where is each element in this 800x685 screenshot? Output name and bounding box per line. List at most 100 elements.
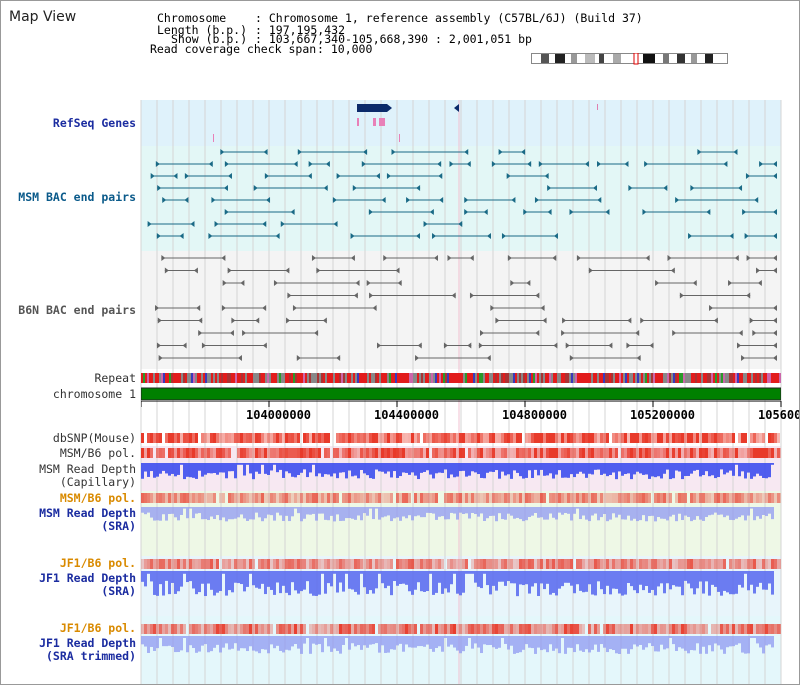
bac-pair[interactable] (316, 267, 400, 274)
bac-pair[interactable] (547, 185, 598, 191)
bac-pair[interactable] (198, 330, 234, 336)
bac-pair[interactable] (224, 161, 298, 167)
bac-pair[interactable] (749, 317, 777, 324)
bac-pair[interactable] (741, 355, 777, 361)
bac-pair[interactable] (675, 197, 759, 203)
bac-pair[interactable] (224, 209, 295, 215)
bac-pair[interactable] (383, 255, 438, 261)
bac-pair[interactable] (368, 209, 434, 215)
bac-pair[interactable] (588, 267, 675, 274)
bac-pair[interactable] (538, 161, 589, 167)
bac-pair[interactable] (697, 149, 738, 155)
bac-pair[interactable] (280, 221, 338, 227)
bac-pair[interactable] (737, 342, 777, 349)
bac-pair[interactable] (164, 267, 198, 274)
gene-feature[interactable] (357, 104, 387, 112)
bac-pair[interactable] (498, 149, 526, 155)
bac-pair[interactable] (655, 280, 697, 286)
repeat-track[interactable] (141, 373, 781, 383)
bac-pair[interactable] (308, 161, 330, 167)
bac-pair[interactable] (562, 317, 632, 324)
bac-pair[interactable] (447, 255, 474, 261)
bac-pair[interactable] (667, 255, 739, 261)
msm-bac-track[interactable] (141, 146, 781, 251)
bac-pair[interactable] (432, 233, 491, 239)
bac-pair[interactable] (369, 292, 456, 299)
bac-pair[interactable] (158, 355, 242, 361)
bac-pair[interactable] (222, 280, 245, 286)
bac-pair[interactable] (311, 255, 355, 261)
bac-pair[interactable] (478, 342, 558, 349)
bac-pair[interactable] (391, 149, 469, 155)
bac-pair[interactable] (628, 185, 668, 191)
bac-pair[interactable] (415, 355, 491, 361)
bac-pair[interactable] (214, 221, 267, 227)
bac-pair[interactable] (480, 330, 540, 336)
bac-pair[interactable] (366, 280, 402, 286)
bac-pair[interactable] (569, 355, 641, 361)
bac-pair[interactable] (576, 255, 650, 261)
bac-pair[interactable] (506, 173, 549, 179)
bac-pair[interactable] (534, 197, 602, 203)
bac-pair[interactable] (184, 173, 232, 179)
bac-pair[interactable] (626, 342, 654, 349)
b6n-bac-label[interactable]: B6N BAC end pairs (18, 303, 136, 317)
bac-pair[interactable] (501, 233, 558, 239)
bac-pair[interactable] (728, 280, 762, 286)
bac-pair[interactable] (406, 197, 444, 203)
bac-pair[interactable] (759, 161, 777, 167)
refseq-genes-label[interactable]: RefSeq Genes (52, 116, 136, 130)
bac-pair[interactable] (495, 317, 547, 324)
bac-pair[interactable] (162, 197, 189, 203)
bac-pair[interactable] (746, 255, 777, 261)
bac-pair[interactable] (336, 173, 380, 179)
bac-pair[interactable] (644, 161, 728, 167)
bac-pair[interactable] (688, 233, 734, 239)
chromosome-bar[interactable] (141, 387, 781, 401)
bac-pair[interactable] (756, 267, 777, 274)
refseq-genes-track[interactable] (141, 100, 781, 146)
bac-pair[interactable] (690, 185, 743, 191)
bac-pair[interactable] (220, 149, 268, 155)
bac-pair[interactable] (156, 342, 187, 349)
bac-pair[interactable] (201, 342, 267, 349)
bac-pair[interactable] (642, 209, 711, 215)
b6n-bac-track[interactable] (141, 251, 781, 369)
bac-pair[interactable] (231, 317, 260, 324)
bac-pair[interactable] (449, 161, 471, 167)
msm-bac-label[interactable]: MSM BAC end pairs (18, 190, 136, 204)
bac-pair[interactable] (208, 233, 280, 239)
bac-pair[interactable] (752, 330, 777, 336)
bac-pair[interactable] (561, 330, 640, 336)
bac-pair[interactable] (464, 209, 488, 215)
bac-pair[interactable] (640, 317, 718, 324)
bac-pair[interactable] (332, 197, 386, 203)
bac-pair[interactable] (157, 185, 228, 191)
bac-pair[interactable] (264, 173, 312, 179)
bac-pair[interactable] (361, 161, 442, 167)
bac-pair[interactable] (745, 173, 777, 179)
bac-pair[interactable] (491, 161, 532, 167)
bac-pair[interactable] (565, 342, 613, 349)
bac-pair[interactable] (350, 233, 421, 239)
bac-pair[interactable] (490, 305, 545, 311)
bac-pair[interactable] (423, 221, 463, 227)
bac-pair[interactable] (376, 342, 422, 349)
bac-pair[interactable] (287, 292, 358, 299)
bac-pair[interactable] (507, 255, 557, 261)
bac-pair[interactable] (273, 280, 360, 286)
snp-depth-tracks[interactable] (141, 431, 781, 684)
chromosome-ideogram[interactable] (531, 53, 729, 65)
bac-pair[interactable] (157, 317, 203, 324)
bac-pair[interactable] (443, 342, 472, 349)
bac-pair[interactable] (242, 330, 319, 336)
bac-pair[interactable] (597, 161, 629, 167)
bac-pair[interactable] (155, 305, 201, 311)
bac-pair[interactable] (253, 185, 328, 191)
bac-pair[interactable] (155, 161, 213, 167)
bac-pair[interactable] (297, 149, 368, 155)
bac-pair[interactable] (744, 233, 777, 239)
bac-pair[interactable] (161, 255, 226, 261)
bac-pair[interactable] (150, 173, 178, 179)
bac-pair[interactable] (147, 221, 195, 227)
